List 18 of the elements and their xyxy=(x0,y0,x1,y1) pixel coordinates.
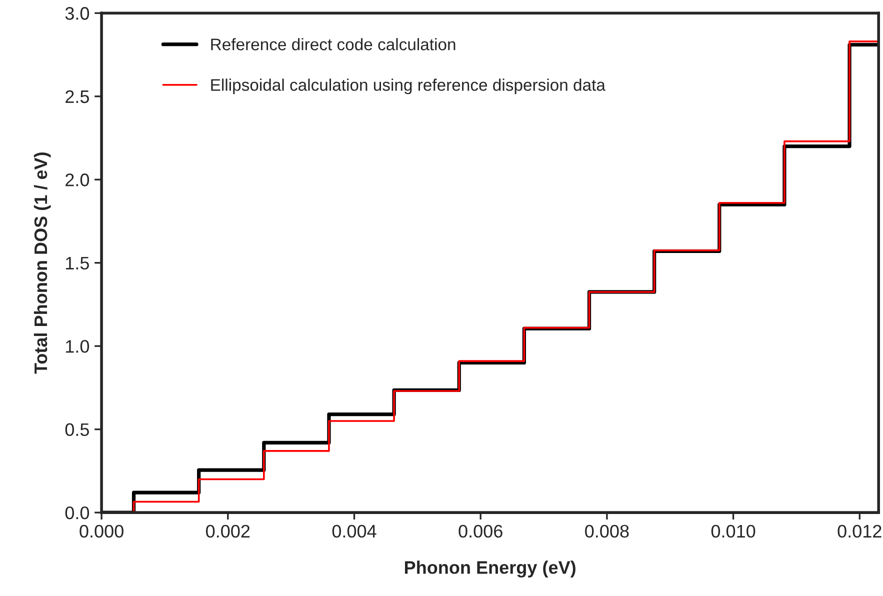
y-tick-label: 3.0 xyxy=(65,7,90,20)
y-tick-label: 0.5 xyxy=(65,423,89,436)
legend-label: Ellipsoidal calculation using reference dispersion data xyxy=(211,78,606,94)
y-tick-label: 0.0 xyxy=(65,506,90,520)
y-tick-label: 2.5 xyxy=(66,90,89,104)
x-tick-label: 0.012 xyxy=(838,524,882,538)
y-tick-label: 1.5 xyxy=(66,256,89,270)
x-tick-label: 0.002 xyxy=(206,524,250,538)
y-tick-label: 2.0 xyxy=(66,174,90,186)
x-axis-title: Phonon Energy (eV) xyxy=(405,560,576,578)
x-tick-label: 0.010 xyxy=(711,524,756,538)
x-tick-label: 0.006 xyxy=(458,524,502,538)
y-tick-label: 1.0 xyxy=(66,340,90,353)
x-tick-label: 0.000 xyxy=(80,524,124,538)
x-tick-label: 0.004 xyxy=(332,524,376,538)
legend-label: Reference direct code calculation xyxy=(211,38,456,50)
y-axis-title: Total Phonon DOS (1 / eV) xyxy=(34,152,51,374)
x-tick-label: 0.008 xyxy=(585,524,629,538)
